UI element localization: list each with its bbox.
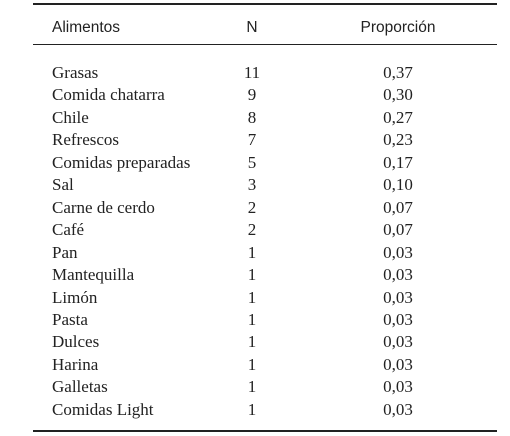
count: 8: [247, 107, 257, 127]
food-name: Grasas: [52, 63, 99, 82]
food-name: Harina: [52, 354, 99, 374]
proportion: 0,30: [383, 85, 413, 105]
proportion: 0,23: [383, 130, 413, 150]
count: 1: [247, 332, 257, 352]
proportion: 0,03: [383, 332, 413, 352]
food-name: Café: [52, 220, 85, 240]
proportion: 0,37: [383, 63, 413, 82]
proportion: 0,03: [383, 309, 413, 329]
column-header: Proporción: [360, 19, 436, 36]
column-header: N: [246, 19, 258, 36]
proportion: 0,03: [383, 377, 413, 397]
proportion: 0,03: [383, 265, 413, 285]
count: 11: [243, 63, 261, 82]
count: 1: [247, 265, 257, 285]
food-name: Limón: [52, 287, 98, 307]
count: 1: [247, 399, 257, 419]
food-name: Dulces: [52, 332, 100, 352]
proportion: 0,03: [383, 354, 413, 374]
food-name: Refrescos: [52, 130, 120, 150]
food-name: Comidas preparadas: [52, 152, 191, 172]
count: 1: [247, 242, 257, 262]
food-name: Comidas Light: [52, 399, 154, 419]
proportion: 0,03: [383, 399, 413, 419]
food-name: Comida chatarra: [52, 85, 165, 105]
count: 2: [247, 220, 257, 240]
food-name: Pan: [52, 242, 78, 262]
column-header: Alimentos: [52, 19, 121, 36]
count: 7: [247, 130, 257, 150]
count: 9: [247, 85, 257, 105]
count: 5: [247, 152, 257, 172]
food-name: Chile: [52, 107, 89, 127]
food-name: Sal: [52, 175, 74, 195]
count: 1: [247, 309, 257, 329]
top-rule: [33, 3, 497, 5]
food-name: Carne de cerdo: [52, 197, 155, 217]
count: 1: [247, 377, 257, 397]
proportion: 0,07: [383, 197, 413, 217]
count: 2: [247, 197, 257, 217]
food-name: Mantequilla: [52, 265, 135, 285]
proportion: 0,17: [383, 152, 413, 172]
count: 3: [247, 175, 257, 195]
count: 1: [247, 287, 257, 307]
header-rule: [33, 44, 497, 46]
proportion: 0,03: [383, 287, 413, 307]
food-name: Galletas: [52, 377, 108, 397]
proportion: 0,10: [383, 175, 413, 195]
proportion: 0,27: [383, 107, 413, 127]
food-name: Pasta: [52, 309, 88, 329]
proportion: 0,07: [383, 220, 413, 240]
count: 1: [247, 354, 257, 374]
proportion: 0,03: [383, 242, 413, 262]
bottom-rule: [33, 430, 497, 432]
